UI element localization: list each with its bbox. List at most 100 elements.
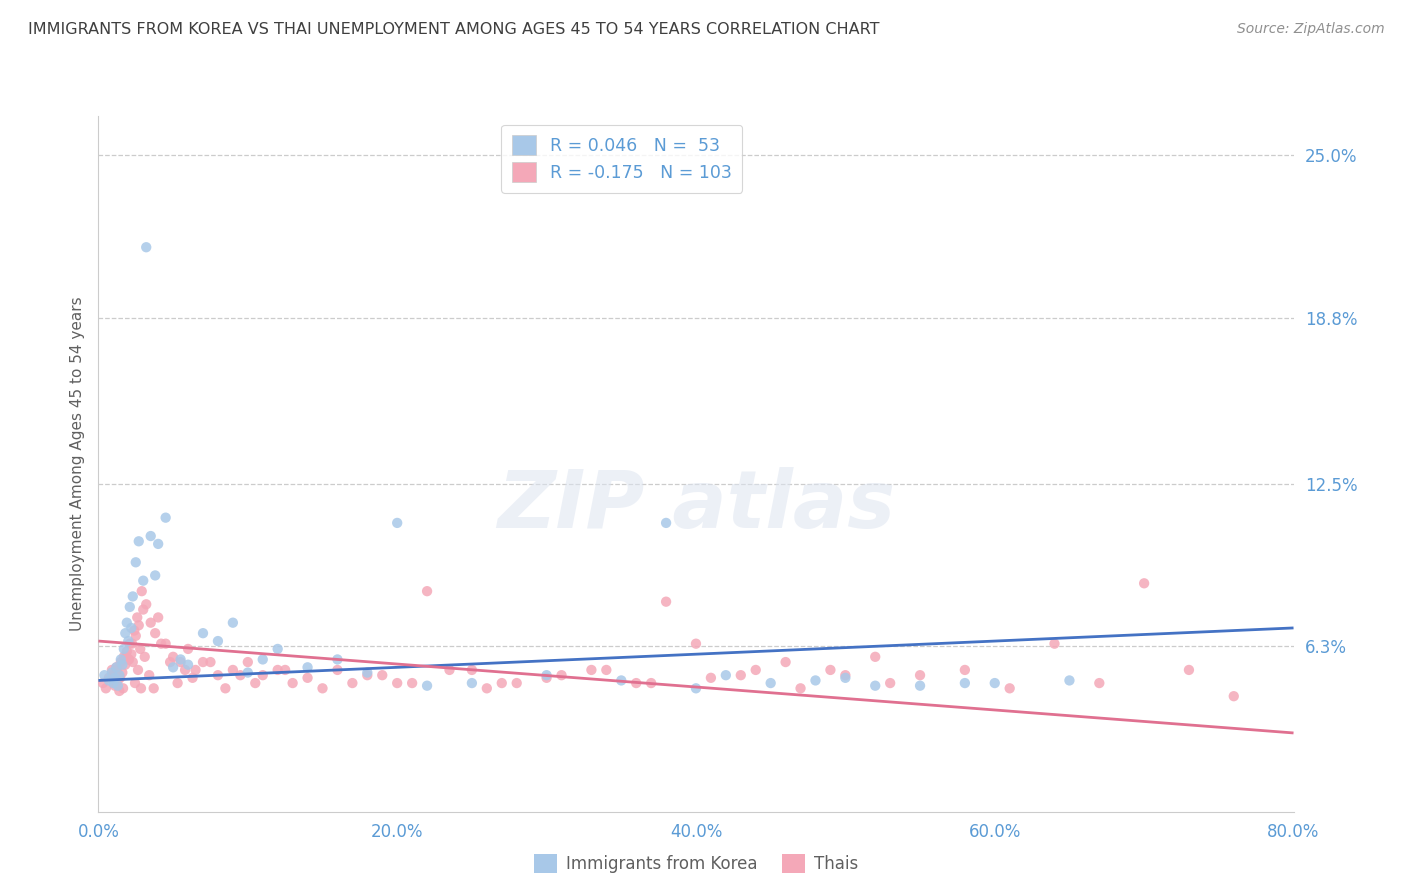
Point (117, 634, 139, 648)
Point (104, 679, 127, 693)
Point (105, 660, 128, 674)
Text: IMMIGRANTS FROM KOREA VS THAI UNEMPLOYMENT AMONG AGES 45 TO 54 YEARS CORRELATION: IMMIGRANTS FROM KOREA VS THAI UNEMPLOYME… (28, 22, 880, 37)
Point (461, 663, 484, 677)
Point (155, 510, 177, 524)
Point (863, 649, 886, 664)
Point (177, 657, 200, 672)
Point (118, 637, 141, 651)
Point (461, 676, 484, 690)
Point (342, 676, 364, 690)
Point (356, 668, 378, 682)
Point (115, 649, 138, 664)
Point (139, 615, 162, 630)
Point (139, 529, 162, 543)
Point (700, 671, 723, 685)
Point (169, 655, 191, 669)
Point (730, 668, 752, 682)
Point (166, 676, 188, 690)
Point (640, 676, 662, 690)
Point (115, 615, 138, 630)
Point (117, 652, 139, 666)
Point (879, 676, 901, 690)
Point (775, 655, 797, 669)
Point (267, 663, 290, 677)
Point (759, 676, 782, 690)
Point (983, 676, 1005, 690)
Point (274, 663, 297, 677)
Point (281, 676, 304, 690)
Point (953, 663, 976, 677)
Point (107, 679, 129, 693)
Point (297, 660, 319, 674)
Point (214, 681, 236, 696)
Y-axis label: Unemployment Among Ages 45 to 54 years: Unemployment Among Ages 45 to 54 years (69, 296, 84, 632)
Point (132, 574, 155, 588)
Point (252, 668, 274, 682)
Point (297, 671, 319, 685)
Point (820, 663, 842, 677)
Point (581, 663, 603, 677)
Point (148, 610, 170, 624)
Legend: Immigrants from Korea, Thais: Immigrants from Korea, Thais (527, 847, 865, 880)
Point (118, 652, 141, 666)
Point (356, 665, 378, 680)
Point (103, 676, 125, 690)
Point (132, 602, 155, 616)
Point (326, 663, 349, 677)
Point (110, 652, 132, 666)
Point (103, 668, 125, 682)
Point (1133, 576, 1156, 591)
Point (385, 516, 409, 530)
Point (104, 671, 127, 685)
Point (105, 663, 128, 677)
Point (111, 665, 134, 680)
Point (191, 655, 214, 669)
Point (439, 663, 461, 677)
Point (155, 637, 177, 651)
Point (129, 642, 152, 657)
Point (229, 668, 252, 682)
Point (207, 668, 229, 682)
Point (120, 621, 142, 635)
Point (998, 681, 1021, 696)
Point (103, 676, 125, 690)
Point (120, 647, 142, 661)
Point (112, 642, 135, 657)
Point (953, 676, 976, 690)
Point (118, 599, 141, 614)
Point (245, 676, 267, 690)
Point (714, 668, 737, 682)
Point (121, 655, 143, 669)
Point (125, 629, 148, 643)
Point (804, 673, 827, 688)
Point (148, 537, 170, 551)
Text: ZIP atlas: ZIP atlas (496, 467, 896, 545)
Point (267, 642, 290, 657)
Point (222, 615, 245, 630)
Point (125, 555, 148, 569)
Point (1178, 663, 1201, 677)
Point (326, 652, 349, 666)
Point (127, 610, 149, 624)
Point (745, 663, 768, 677)
Point (610, 673, 633, 688)
Point (908, 668, 931, 682)
Point (94, 681, 117, 696)
Point (111, 657, 134, 672)
Point (129, 681, 152, 696)
Point (506, 676, 529, 690)
Point (108, 684, 131, 698)
Point (91, 676, 114, 690)
Point (685, 637, 707, 651)
Text: Source: ZipAtlas.com: Source: ZipAtlas.com (1237, 22, 1385, 37)
Point (112, 649, 135, 664)
Point (150, 637, 173, 651)
Point (128, 534, 150, 549)
Point (138, 668, 160, 682)
Point (1222, 689, 1246, 703)
Point (105, 660, 128, 674)
Point (135, 597, 157, 611)
Point (236, 665, 259, 680)
Point (491, 676, 513, 690)
Point (834, 668, 856, 682)
